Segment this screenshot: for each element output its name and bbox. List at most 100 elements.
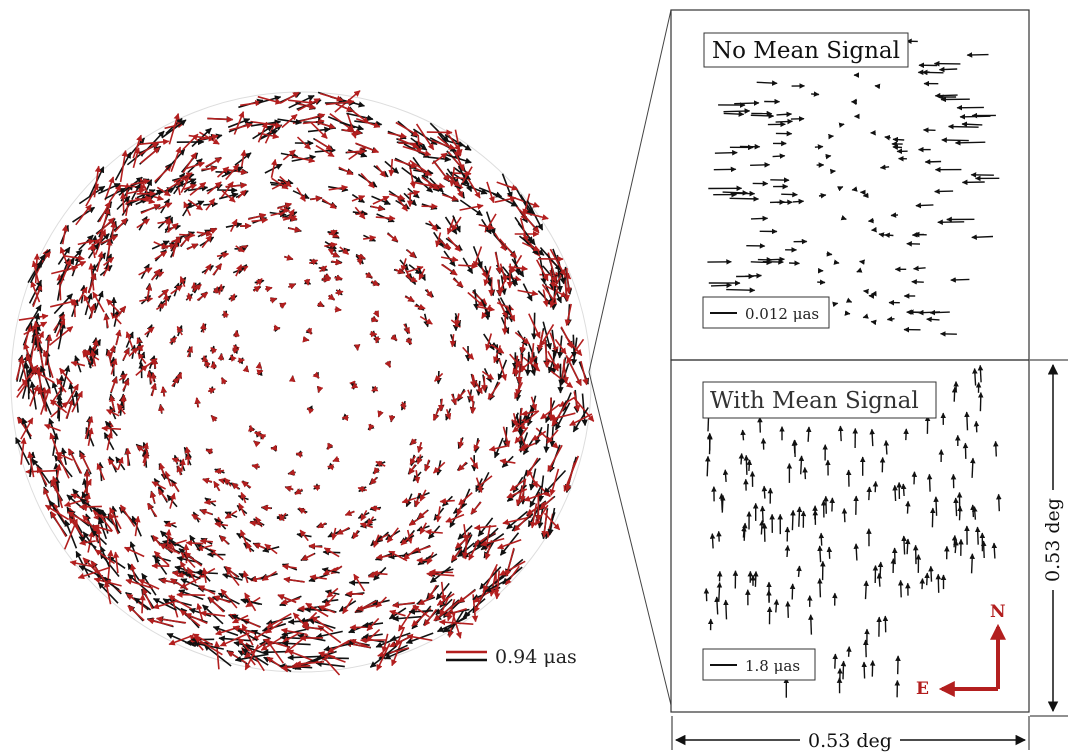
vector-arrow: [137, 352, 147, 364]
vector-arrow: [242, 618, 261, 628]
vector-arrow: [134, 344, 144, 352]
vector-arrow: [371, 570, 388, 577]
vector-arrow: [389, 609, 406, 617]
vector-arrow: [331, 258, 342, 266]
vector-arrow: [370, 505, 381, 512]
vector-arrow: [264, 543, 278, 555]
vector-arrow: [77, 566, 110, 580]
vector-arrow: [402, 547, 418, 561]
vector-arrow: [536, 330, 544, 352]
horizontal-dimension: 0.53 deg: [671, 716, 1030, 752]
vector-arrow: [220, 588, 238, 609]
vector-arrow: [412, 604, 430, 618]
vector-arrow: [278, 513, 286, 522]
vector-arrow: [862, 639, 869, 658]
vector-arrow: [108, 512, 120, 535]
vector-arrow: [334, 274, 343, 282]
vector-arrow: [43, 423, 61, 432]
vector-arrow: [49, 399, 68, 414]
vector-arrow: [707, 433, 713, 455]
vector-arrow: [356, 254, 363, 266]
vector-arrow: [336, 526, 350, 535]
vector-arrow: [56, 273, 63, 301]
vector-arrow: [179, 276, 186, 288]
vector-arrow: [51, 265, 79, 275]
vector-arrow: [753, 570, 759, 587]
vector-arrow: [317, 385, 324, 393]
vector-arrow: [392, 601, 416, 609]
vector-arrow: [351, 195, 366, 202]
vector-arrow: [796, 565, 802, 577]
vector-arrow: [877, 561, 884, 579]
vector-arrow: [107, 458, 119, 471]
vector-arrow: [408, 464, 416, 475]
vector-arrow: [70, 360, 86, 367]
vector-arrow: [175, 372, 183, 383]
vector-arrow: [77, 238, 95, 246]
vector-arrow: [953, 539, 959, 554]
vector-arrow: [904, 538, 911, 555]
vector-arrow: [951, 386, 958, 402]
vector-arrow: [499, 263, 508, 283]
vector-arrow: [194, 397, 201, 408]
vector-arrow: [110, 221, 117, 238]
vector-arrow: [279, 302, 287, 309]
vector-arrow: [199, 538, 213, 545]
vector-arrow: [953, 497, 959, 517]
vector-arrow: [530, 396, 538, 411]
vector-arrow: [119, 504, 136, 528]
vector-arrow: [51, 475, 64, 509]
vector-arrow: [433, 161, 450, 182]
vector-arrow: [440, 581, 447, 602]
vector-arrow: [761, 522, 768, 542]
vector-arrow: [938, 66, 958, 73]
vector-arrow: [414, 492, 421, 508]
vector-arrow: [351, 382, 359, 389]
vector-arrow: [67, 511, 91, 526]
vector-arrow: [207, 116, 234, 123]
vector-arrow: [67, 448, 83, 474]
vector-arrow: [399, 401, 406, 410]
vector-arrow: [185, 539, 204, 547]
vector-arrow: [295, 451, 303, 459]
vector-arrow: [224, 566, 239, 578]
vector-arrow: [246, 541, 253, 553]
vector-arrow: [467, 291, 485, 308]
vector-arrow: [444, 608, 467, 617]
sphere-plot: [10, 90, 595, 676]
vector-arrow: [484, 213, 497, 233]
vector-arrow: [475, 382, 483, 395]
vector-arrow: [870, 319, 877, 326]
vector-arrow: [993, 440, 999, 457]
vector-arrow: [506, 488, 528, 499]
vector-arrow: [360, 172, 375, 189]
vector-arrow: [184, 446, 191, 458]
vector-arrow: [344, 509, 355, 516]
vector-arrow: [861, 661, 867, 679]
vector-arrow: [371, 279, 380, 287]
vector-arrow: [470, 501, 482, 515]
vector-arrow: [458, 262, 479, 270]
vector-arrow: [734, 100, 760, 106]
vector-arrow: [186, 346, 193, 358]
vector-arrow: [869, 428, 875, 447]
vector-arrow: [179, 231, 196, 239]
vector-arrow: [90, 560, 106, 583]
vector-arrow: [846, 646, 852, 657]
vector-arrow: [837, 425, 844, 442]
vector-arrow: [884, 134, 891, 141]
vector-arrow: [360, 510, 368, 522]
vector-arrow: [377, 647, 410, 658]
vector-arrow: [473, 583, 500, 603]
vector-arrow: [863, 580, 869, 600]
vector-arrow: [704, 455, 711, 477]
vector-arrow: [456, 390, 466, 401]
vector-arrow: [312, 371, 320, 379]
vector-arrow: [426, 129, 453, 136]
vector-arrow: [863, 288, 869, 295]
vector-arrow: [146, 502, 158, 518]
vector-arrow: [421, 176, 440, 191]
vector-arrow: [516, 364, 523, 384]
connector-top: [588, 9, 672, 373]
vector-arrow: [79, 503, 102, 511]
